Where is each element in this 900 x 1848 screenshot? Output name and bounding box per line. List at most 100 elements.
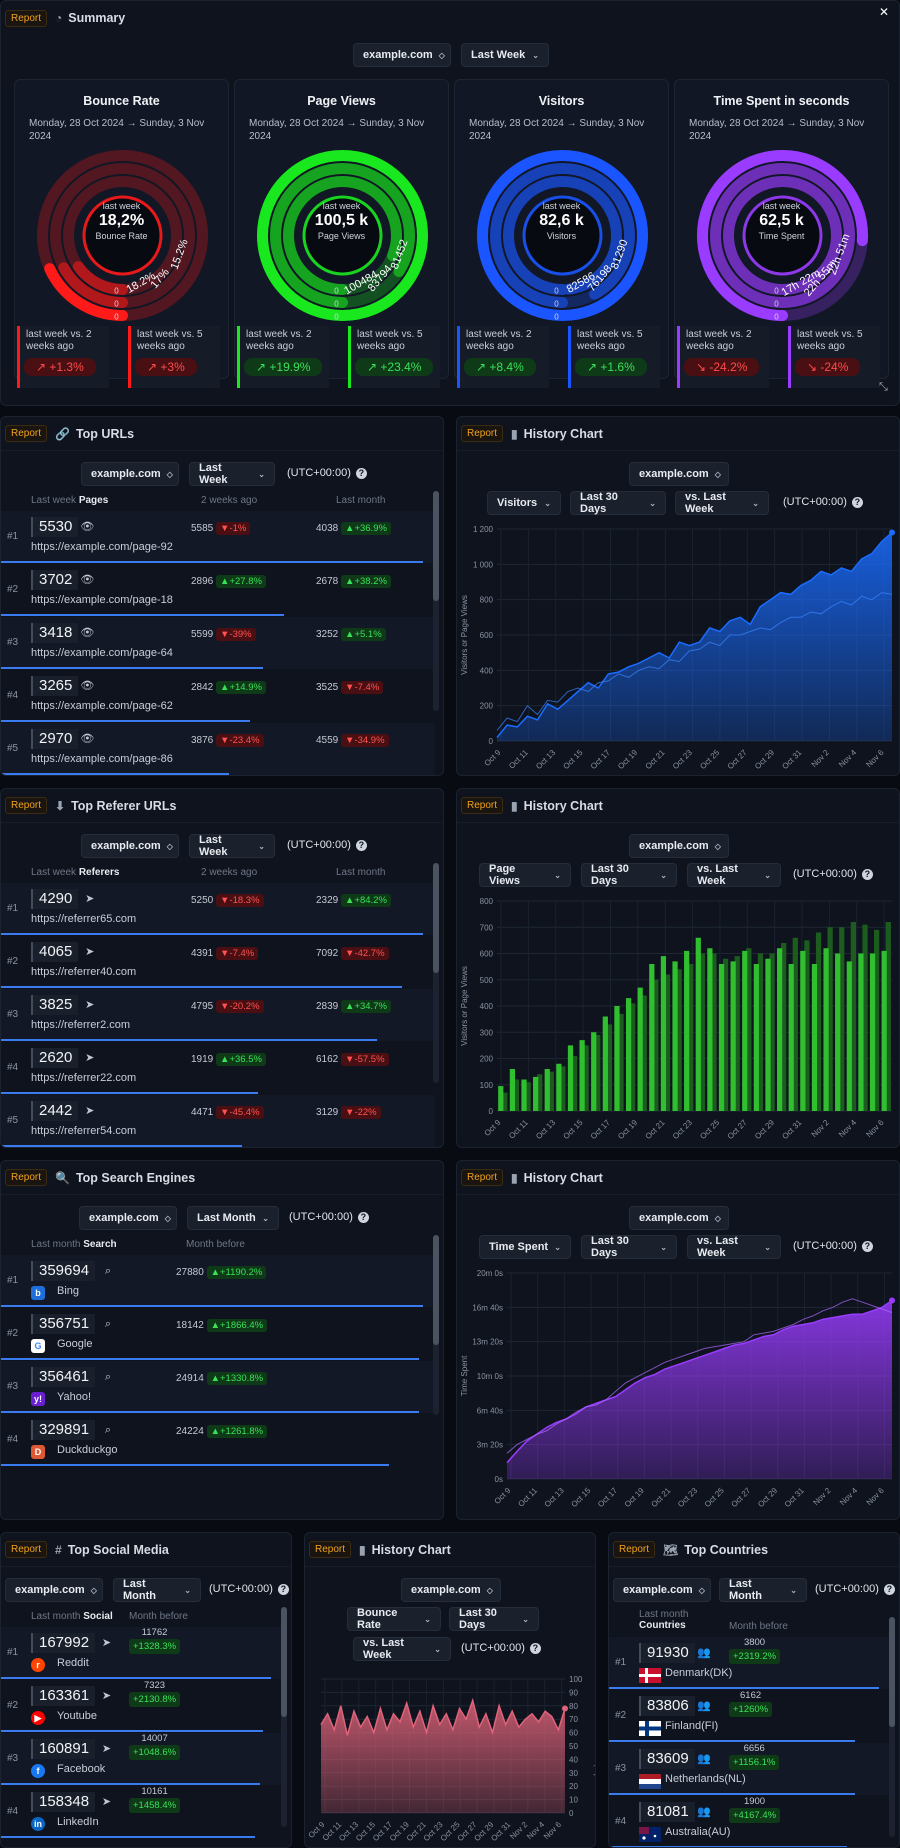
list-row[interactable]: #2 4065 ➤ https://referrer40.com 4391 ▼-7.4%… — [1, 936, 435, 988]
metric-select[interactable]: Page Views ⌄ — [479, 863, 571, 887]
primary-value: 329891 ⌕ — [31, 1420, 111, 1440]
list-row[interactable]: #3 356461 ⌕ y! Yahoo! 24914 ▲+1330.8% — [1, 1361, 435, 1413]
list-row[interactable]: #2 356751 ⌕ G Google 18142 ▲+1866.4% — [1, 1308, 435, 1360]
rank-label: #3 — [7, 1753, 19, 1764]
cursor-icon: ➤ — [85, 999, 95, 1011]
list-row[interactable]: #4 81081 👥 Australia(AU) 1900 +4167.4% — [609, 1796, 891, 1847]
y-tick-label: 70 — [569, 1715, 578, 1724]
change-badge: +2130.8% — [129, 1692, 181, 1707]
list-row[interactable]: #3 3825 ➤ https://referrer2.com 4795 ▼-20.2%… — [1, 989, 435, 1041]
list-row[interactable]: #3 160891 ➤ f Facebook 14007 +1048.6% — [1, 1733, 283, 1785]
list-row[interactable]: #1 359694 ⌕ b Bing 27880 ▲+1190.2% — [1, 1255, 435, 1307]
site-select[interactable]: example.com ◇ — [81, 462, 179, 486]
site-select[interactable]: example.com ◇ — [353, 43, 451, 67]
range-select[interactable]: Last 30 Days ⌄ — [581, 1235, 677, 1259]
report-button[interactable]: Report — [5, 1169, 48, 1186]
help-icon[interactable]: ? — [861, 868, 873, 880]
help-icon[interactable]: ? — [861, 1240, 873, 1252]
list-row[interactable]: #2 3702 👁 https://example.com/page-18 2896 ▲… — [1, 564, 435, 616]
report-button[interactable]: Report — [309, 1541, 352, 1558]
report-button[interactable]: Report — [5, 1541, 48, 1558]
range-select[interactable]: Last 30 Days ⌄ — [449, 1607, 539, 1631]
scrollbar[interactable] — [433, 491, 439, 711]
help-icon[interactable]: ? — [851, 496, 863, 508]
report-button[interactable]: Report — [5, 425, 48, 442]
period-select[interactable]: Last Week ⌄ — [461, 43, 549, 67]
help-icon[interactable]: ? — [883, 1583, 895, 1595]
rank-label: #1 — [615, 1657, 627, 1668]
site-select[interactable]: example.com ◇ — [629, 1206, 729, 1230]
list-row[interactable]: #4 3265 👁 https://example.com/page-62 2842 ▲… — [1, 670, 435, 722]
list-row[interactable]: #1 5530 👁 https://example.com/page-92 5585 ▼… — [1, 511, 435, 563]
period-select[interactable]: Last Week ⌄ — [189, 834, 275, 858]
metric-select[interactable]: Time Spent ⌄ — [479, 1235, 571, 1259]
period-select[interactable]: Last Month ⌄ — [113, 1578, 201, 1602]
list-row[interactable]: #1 167992 ➤ r Reddit 11762 +1328.3% — [1, 1627, 283, 1679]
eye-icon: 👁 — [80, 733, 95, 745]
scrollbar[interactable] — [281, 1607, 287, 1827]
list-row[interactable]: #3 83609 👥 Netherlands(NL) 6656 +1156.1% — [609, 1743, 891, 1795]
scrollbar[interactable] — [433, 1235, 439, 1415]
x-tick-label: Oct 31 — [783, 1486, 806, 1509]
x-tick-label: Nov 6 — [864, 1118, 886, 1140]
report-button[interactable]: Report — [5, 9, 48, 27]
compare-select[interactable]: vs. Last Week ⌄ — [687, 1235, 781, 1259]
site-select[interactable]: example.com ◇ — [81, 834, 179, 858]
x-tick-label: Oct 13 — [534, 748, 557, 771]
y-tick-label: 60 — [569, 1729, 578, 1738]
center-value: 62,5 k — [759, 212, 804, 229]
list-row[interactable]: #5 2442 ➤ https://referrer54.com 4471 ▼-45.4… — [1, 1095, 435, 1147]
compare-select[interactable]: vs. Last Week ⌄ — [353, 1637, 451, 1661]
list-row[interactable]: #2 83806 👥 Finland(FI) 6162 +1260% — [609, 1690, 891, 1742]
report-button[interactable]: Report — [5, 797, 48, 814]
list-row[interactable]: #1 4290 ➤ https://referrer65.com 5250 ▼-18.3… — [1, 883, 435, 935]
scrollbar[interactable] — [889, 1617, 895, 1837]
range-select[interactable]: Last 30 Days ⌄ — [570, 491, 666, 515]
report-button[interactable]: Report — [461, 797, 504, 814]
chevron-down-icon: ⌄ — [184, 1585, 191, 1595]
list-row[interactable]: #4 329891 ⌕ D Duckduckgo 24224 ▲+1261.8% — [1, 1414, 435, 1466]
site-select[interactable]: example.com ◇ — [629, 462, 729, 486]
close-icon[interactable]: ✕ — [878, 5, 889, 19]
report-button[interactable]: Report — [461, 425, 504, 442]
list-row[interactable]: #1 91930 👥 Denmark(DK) 3800 +2319.2% — [609, 1637, 891, 1689]
period-select[interactable]: Last Week ⌄ — [189, 462, 275, 486]
list-row[interactable]: #5 2970 👁 https://example.com/page-86 3876 ▼… — [1, 723, 435, 775]
panel-title: Top URLs — [75, 426, 135, 441]
top-search-panel: Report 🔍 Top Search Engines example.com ◇ Las… — [0, 1160, 444, 1520]
list-row[interactable]: #2 163361 ➤ ▶ Youtube 7323 +2130.8% — [1, 1680, 283, 1732]
help-icon[interactable]: ? — [357, 1211, 369, 1223]
metric-select[interactable]: Visitors ⌄ — [487, 491, 561, 515]
site-select[interactable]: example.com ◇ — [5, 1578, 103, 1602]
list-row[interactable]: #3 3418 👁 https://example.com/page-64 5599 ▼… — [1, 617, 435, 669]
history-panel-1: Report ▮ History Chart example.com ◇ Visitors… — [456, 416, 900, 776]
change-badge: +1260% — [729, 1702, 773, 1717]
period-select[interactable]: Last Month ⌄ — [719, 1578, 807, 1602]
month-value: 4559 — [316, 735, 339, 746]
primary-value: 158348 ➤ — [31, 1792, 111, 1812]
help-icon[interactable]: ? — [355, 839, 367, 851]
compare-line — [506, 1298, 893, 1454]
site-select[interactable]: example.com ◇ — [629, 834, 729, 858]
site-select[interactable]: example.com ◇ — [401, 1578, 501, 1602]
report-button[interactable]: Report — [461, 1169, 504, 1186]
list-row[interactable]: #4 158348 ➤ in LinkedIn 10161 +1458.4% — [1, 1786, 283, 1838]
scrollbar[interactable] — [433, 863, 439, 1083]
compare-select[interactable]: vs. Last Week ⌄ — [687, 863, 781, 887]
period-select[interactable]: Last Month ⌄ — [187, 1206, 279, 1230]
compare-select[interactable]: vs. Last Week ⌄ — [675, 491, 769, 515]
site-select[interactable]: example.com ◇ — [79, 1206, 177, 1230]
list-row[interactable]: #4 2620 ➤ https://referrer22.com 1919 ▲+36.5… — [1, 1042, 435, 1094]
help-icon[interactable]: ? — [355, 467, 367, 479]
help-icon[interactable]: ? — [277, 1583, 289, 1595]
report-button[interactable]: Report — [613, 1541, 656, 1558]
resize-icon[interactable]: ⤡ — [879, 381, 888, 393]
share-bar — [1, 1305, 423, 1307]
y-tick-label: 50 — [569, 1742, 578, 1751]
compare-bar — [537, 1074, 543, 1111]
help-icon[interactable]: ? — [529, 1642, 541, 1654]
site-select[interactable]: example.com ◇ — [613, 1578, 711, 1602]
metric-select[interactable]: Bounce Rate ⌄ — [347, 1607, 441, 1631]
users-icon: 👥 — [697, 1647, 711, 1659]
range-select[interactable]: Last 30 Days ⌄ — [581, 863, 677, 887]
